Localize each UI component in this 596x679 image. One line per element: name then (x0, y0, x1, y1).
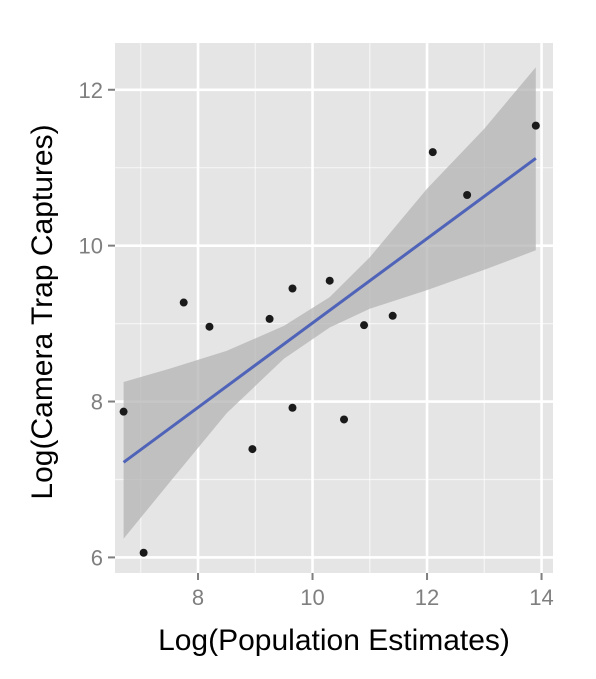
data-point (288, 403, 297, 412)
confidence-band (123, 67, 536, 539)
y-tick-label: 8 (91, 390, 103, 415)
data-point (119, 407, 128, 416)
major-gridlines (115, 43, 553, 573)
x-tick-label: 10 (300, 585, 324, 610)
data-point (139, 548, 148, 557)
data-point (340, 415, 349, 424)
data-point (360, 321, 369, 330)
data-point (248, 445, 257, 454)
y-axis-title: Log(Camera Trap Captures) (26, 124, 59, 499)
y-tick-label: 6 (91, 545, 103, 570)
data-point (325, 276, 334, 285)
data-point (265, 314, 274, 323)
data-point (531, 121, 540, 130)
y-axis-ticks: 6 8 10 12 (79, 78, 115, 570)
x-tick-label: 8 (192, 585, 204, 610)
data-point (205, 322, 214, 331)
data-point (463, 190, 472, 199)
x-tick-label: 12 (415, 585, 439, 610)
data-point (288, 284, 297, 293)
fit-line (122, 157, 537, 464)
x-axis-ticks: 8 10 12 14 (192, 573, 554, 610)
data-point (428, 148, 437, 157)
data-point (388, 311, 397, 320)
data-points (119, 121, 540, 557)
x-tick-label: 14 (529, 585, 553, 610)
y-tick-label: 10 (79, 234, 103, 259)
x-axis-title: Log(Population Estimates) (158, 624, 510, 657)
y-tick-label: 12 (79, 78, 103, 103)
data-point (179, 298, 188, 307)
